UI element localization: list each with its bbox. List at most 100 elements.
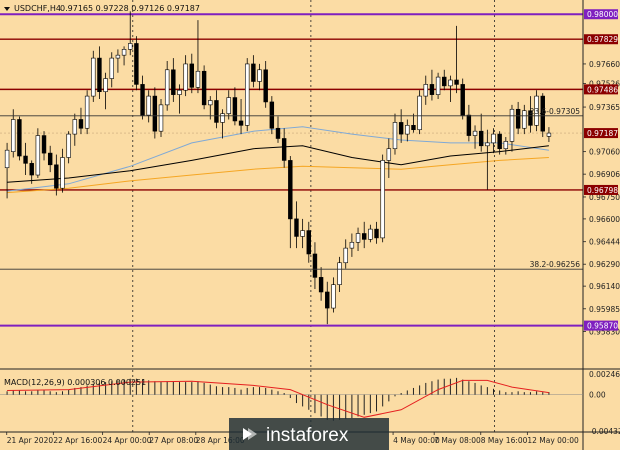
candle-body: [288, 160, 293, 220]
candle-body: [405, 125, 410, 135]
price-tag-text: 0.98000: [587, 10, 618, 19]
candle-body: [442, 76, 447, 87]
candle-body: [275, 127, 281, 139]
candle-body: [97, 57, 102, 93]
candle-body: [312, 253, 318, 278]
candle-body: [171, 69, 176, 95]
candle-body: [183, 63, 188, 91]
macd-header: MACD(12,26,9) 0.000306 0.000251: [4, 378, 146, 387]
price-tick-label: 0.96906: [589, 170, 620, 179]
candle-body: [460, 84, 465, 116]
candle-body: [398, 122, 404, 135]
candle-body: [269, 101, 275, 129]
price-tick-label: 0.97060: [589, 148, 620, 157]
candle-body: [485, 142, 490, 147]
candle-body: [208, 100, 213, 106]
instaforex-watermark: instaforex: [229, 418, 389, 450]
candle-body: [128, 43, 133, 50]
candle-body: [331, 284, 336, 309]
candle-body: [466, 114, 472, 136]
time-tick-label: 4 May 00:00: [393, 436, 440, 445]
price-tick-label: 0.95985: [589, 305, 620, 314]
candle-body: [226, 97, 231, 114]
candle-body: [146, 95, 151, 116]
macd-histogram: [0, 377, 583, 421]
candle-body: [152, 95, 158, 132]
price-tick-label: 0.97365: [589, 103, 620, 112]
price-tag-0.95870: [584, 320, 618, 331]
candle-body: [281, 138, 287, 161]
candle-body: [11, 119, 16, 152]
moving-average-line-3: [7, 157, 549, 194]
instaforex-logo-icon: [243, 428, 257, 440]
candle-body: [472, 130, 478, 136]
candle-body: [337, 262, 342, 285]
candle-body: [109, 57, 114, 79]
candle-body: [546, 132, 552, 137]
candle-body: [238, 120, 244, 126]
macd-tick-label: 0.00: [589, 391, 606, 400]
candle-body: [349, 241, 355, 249]
candle-body: [214, 100, 219, 123]
price-tick-label: 0.96600: [589, 215, 620, 224]
candle-body: [60, 157, 65, 189]
candle-body: [417, 95, 422, 131]
vertical-session-lines: [0, 0, 583, 432]
candlesticks: [4, 11, 552, 325]
candle-body: [164, 69, 170, 106]
price-tick-label: 0.96290: [589, 260, 620, 269]
candle-body: [232, 97, 238, 122]
price-tick-label: 0.95830: [589, 327, 620, 336]
candle-body: [380, 160, 385, 239]
candle-body: [540, 95, 545, 132]
candle-body: [91, 57, 96, 97]
candle-body: [66, 133, 71, 158]
macd-tick-label: 0.002462: [589, 370, 620, 379]
candle-body: [195, 70, 201, 88]
candle-body: [534, 95, 539, 126]
candle-body: [343, 247, 348, 264]
price-tag-0.97486: [584, 84, 618, 95]
ohlc-readout: 0.97165 0.97228 0.97126 0.97187: [60, 4, 200, 13]
candle-body: [318, 277, 324, 293]
price-tag-0.97829: [584, 34, 618, 45]
price-tick-label: 0.97660: [589, 60, 620, 69]
macd-signal-line: [7, 379, 549, 418]
price-tag-text: 0.97829: [587, 35, 618, 44]
time-tick-label: 24 Apr 00:00: [103, 436, 152, 445]
candle-body: [448, 79, 453, 87]
candle-body: [47, 152, 53, 166]
candle-body: [423, 84, 428, 97]
macd-tick-label: -0.004329: [589, 427, 620, 436]
candle-body: [140, 84, 145, 116]
price-axis[interactable]: 0.97660 0.97526 0.97365 0.97060 0.96906 0.967…: [583, 60, 620, 337]
time-tick-label: 22 Apr 16:00: [53, 436, 102, 445]
candle-body: [386, 148, 392, 161]
candle-body: [115, 54, 121, 59]
candle-body: [325, 291, 330, 309]
candle-body: [29, 163, 34, 176]
fibonacci-label: 38.2-0.96256: [530, 260, 581, 269]
candle-body: [257, 69, 262, 82]
candle-body: [72, 119, 78, 135]
candle-body: [306, 230, 311, 255]
price-tag-text: 0.96798: [587, 186, 618, 195]
candle-body: [515, 108, 521, 129]
time-tick-label: 12 May 00:00: [527, 436, 579, 445]
moving-average-line-1: [7, 126, 549, 192]
candle-body: [355, 233, 361, 243]
candle-body: [435, 76, 441, 95]
time-tick-label: 8 May 16:00: [481, 436, 528, 445]
candle-body: [78, 119, 84, 129]
candle-body: [245, 63, 250, 126]
dropdown-triangle-icon[interactable]: [4, 7, 10, 11]
symbol-label: USDCHF,H4: [14, 4, 61, 13]
candle-body: [17, 119, 22, 157]
price-tick-label: 0.96444: [589, 238, 620, 247]
watermark-text: instaforex: [266, 425, 349, 446]
candle-body: [300, 230, 305, 237]
